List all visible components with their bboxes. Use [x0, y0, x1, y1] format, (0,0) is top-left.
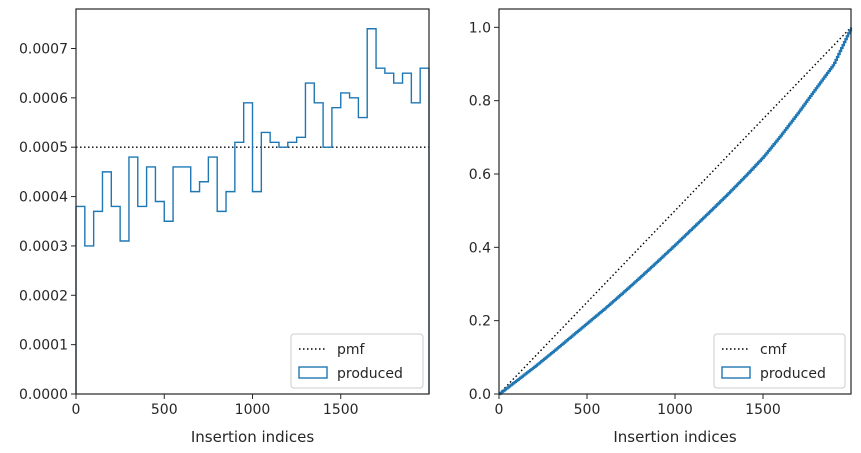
x-tick-label: 1000	[235, 402, 271, 418]
y-tick-label: 0.4	[469, 240, 491, 256]
y-tick-label: 1.0	[469, 20, 491, 36]
y-tick-label: 0.0004	[19, 190, 68, 206]
y-tick-label: 0.0007	[19, 41, 68, 57]
x-tick-label: 1500	[745, 402, 781, 418]
series-cmf-line	[498, 26, 852, 395]
x-tick-label: 500	[151, 402, 178, 418]
legend-label: cmf	[760, 342, 787, 358]
legend: cmf produced	[713, 333, 846, 389]
y-tick-label: 0.0000	[19, 387, 68, 403]
right-panel-cmf: 0 500 1000 1500 0.0 0.2 0.4 0.6 0.8 1.0 Insertion …	[469, 8, 853, 446]
y-tick-label: 0.0006	[19, 91, 68, 107]
x-axis-label: Insertion indices	[613, 428, 736, 446]
y-tick-label: 0.2	[469, 314, 491, 330]
y-tick-label: 0.0	[469, 387, 491, 403]
legend-label: produced	[760, 366, 826, 382]
legend: pmf produced	[290, 333, 424, 389]
legend-box	[290, 333, 424, 389]
y-tick-label: 0.0003	[19, 239, 68, 255]
x-tick-label: 500	[574, 402, 601, 418]
y-tick-label: 0.0005	[19, 140, 68, 156]
legend-label: produced	[337, 366, 403, 382]
y-tick-label: 0.6	[469, 167, 491, 183]
legend-handle-patch	[298, 366, 328, 379]
y-tick-label: 0.0002	[19, 288, 68, 304]
x-tick-label: 0	[72, 402, 81, 418]
legend-handle-patch	[721, 366, 751, 379]
x-tick-label: 0	[495, 402, 504, 418]
y-tick-label: 0.0001	[19, 338, 68, 354]
left-panel-pmf: 0 500 1000 1500 0.0000 0.0001 0.0002 0.0003 0.00…	[19, 8, 430, 446]
legend-box	[713, 333, 846, 389]
x-tick-label: 1000	[657, 402, 693, 418]
x-tick-label: 1500	[323, 402, 359, 418]
y-tick-label: 0.8	[469, 94, 491, 110]
x-axis-label: Insertion indices	[191, 428, 314, 446]
legend-label: pmf	[337, 342, 366, 358]
series-produced-line	[499, 27, 853, 396]
series-produced-line	[75, 28, 430, 394]
